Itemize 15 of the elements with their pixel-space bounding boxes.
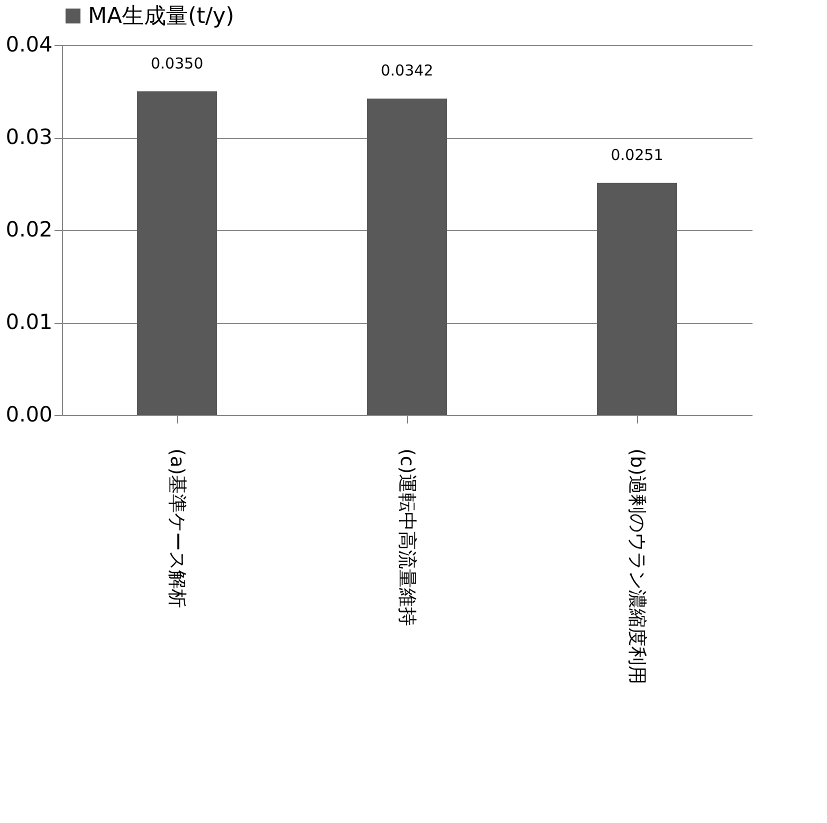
bar xyxy=(367,98,447,415)
legend-label: MA生成量(t/y) xyxy=(88,4,234,29)
x-tick-label: (c)運転中高流量維持 xyxy=(396,448,418,626)
data-label: 0.0251 xyxy=(610,146,664,164)
y-tick-label: 0.02 xyxy=(6,218,52,242)
x-tick-label: (b)過剰のウラン濃縮度利用 xyxy=(626,448,648,684)
bar xyxy=(597,182,677,415)
y-tick-label: 0.04 xyxy=(6,32,52,56)
y-tick-label: 0.03 xyxy=(6,125,52,149)
y-tick-label: 0.00 xyxy=(6,402,52,426)
data-label: 0.0350 xyxy=(150,54,204,72)
data-label: 0.0342 xyxy=(380,62,434,80)
y-tick-label: 0.01 xyxy=(6,310,52,334)
bar xyxy=(137,91,217,415)
x-tick-label: (a)基準ケース解析 xyxy=(166,448,188,608)
